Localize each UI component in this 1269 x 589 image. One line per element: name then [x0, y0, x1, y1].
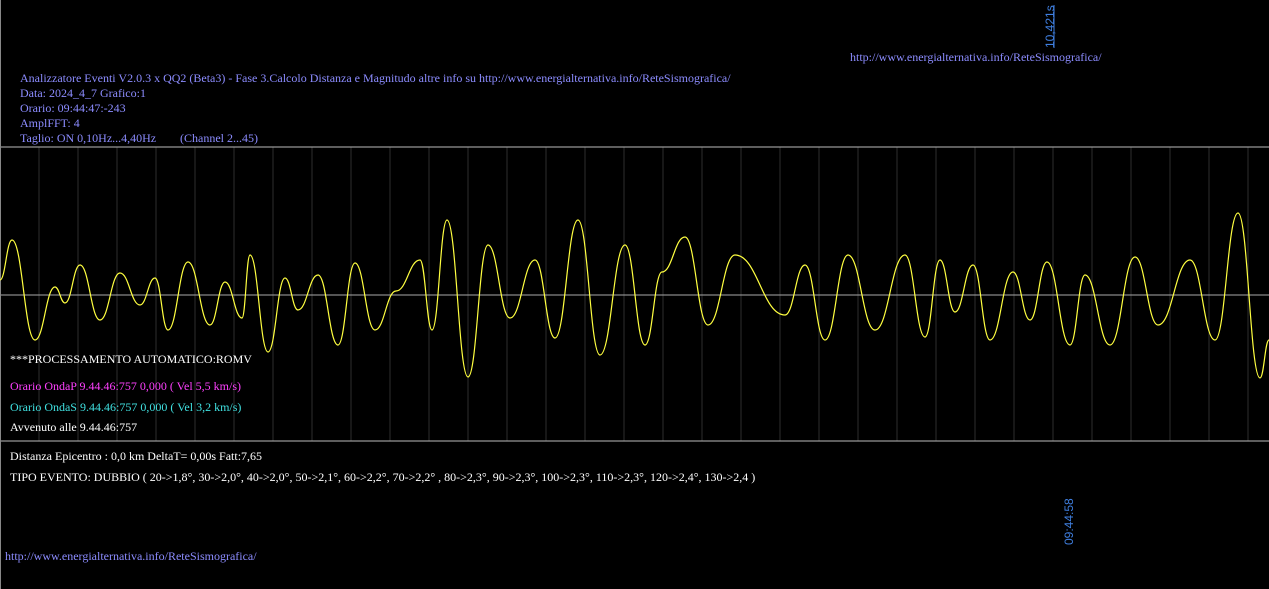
event-type: TIPO EVENTO: DUBBIO ( 20->1,8°, 30->2,0°…	[10, 470, 755, 484]
bottom-time: 09:44:58	[1062, 498, 1076, 545]
top-url[interactable]: http://www.energialternativa.info/ReteSi…	[850, 50, 1102, 64]
time: Orario: 09:44:47:-243	[20, 101, 126, 115]
bottom-url[interactable]: http://www.energialternativa.info/ReteSi…	[5, 549, 257, 563]
date: Data: 2024_4_7 Grafico:1	[20, 86, 146, 100]
occurred: Avvenuto alle 9.44.46:757	[10, 420, 137, 434]
ampl-fft: AmplFFT: 4	[20, 116, 80, 130]
channel: (Channel 2...45)	[180, 131, 258, 145]
grid	[38, 147, 1249, 441]
filter: Taglio: ON 0,10Hz...4,40Hz	[20, 131, 156, 145]
title: Analizzatore Eventi V2.0.3 x QQ2 (Beta3)…	[20, 71, 731, 85]
waveform	[0, 212, 1269, 379]
processing: ***PROCESSAMENTO AUTOMATICO:ROMV	[10, 352, 252, 366]
distance: Distanza Epicentro : 0,0 km DeltaT= 0,00…	[10, 449, 262, 463]
top-time: 10,421s	[1043, 5, 1057, 48]
s-wave: Orario OndaS 9.44.46:757 0,000 ( Vel 3,2…	[10, 400, 241, 414]
p-wave: Orario OndaP 9.44.46:757 0,000 ( Vel 5,5…	[10, 379, 241, 393]
